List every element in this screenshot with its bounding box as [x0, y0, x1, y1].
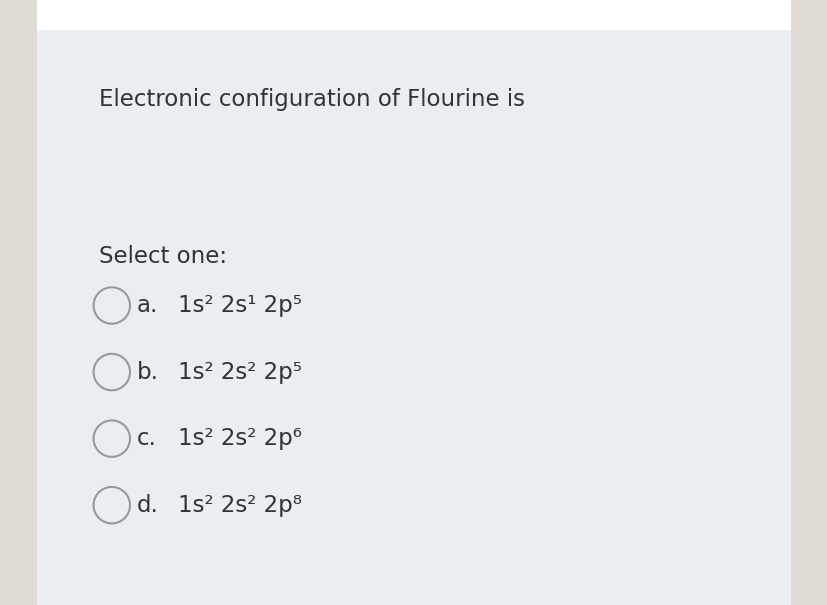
- Text: 1s² 2s² 2p⁶: 1s² 2s² 2p⁶: [178, 427, 302, 450]
- Text: 1s² 2s² 2p⁵: 1s² 2s² 2p⁵: [178, 361, 302, 384]
- Ellipse shape: [93, 287, 130, 324]
- FancyBboxPatch shape: [0, 0, 37, 605]
- Text: c.: c.: [136, 427, 156, 450]
- Text: d.: d.: [136, 494, 158, 517]
- Text: Electronic configuration of Flourine is: Electronic configuration of Flourine is: [99, 88, 524, 111]
- Text: a.: a.: [136, 294, 158, 317]
- Text: 1s² 2s² 2p⁸: 1s² 2s² 2p⁸: [178, 494, 302, 517]
- Ellipse shape: [93, 354, 130, 390]
- Ellipse shape: [93, 487, 130, 523]
- FancyBboxPatch shape: [37, 0, 790, 30]
- Text: b.: b.: [136, 361, 159, 384]
- Ellipse shape: [93, 420, 130, 457]
- Text: 1s² 2s¹ 2p⁵: 1s² 2s¹ 2p⁵: [178, 294, 302, 317]
- FancyBboxPatch shape: [790, 0, 827, 605]
- Text: Select one:: Select one:: [99, 245, 227, 268]
- FancyBboxPatch shape: [37, 30, 790, 605]
